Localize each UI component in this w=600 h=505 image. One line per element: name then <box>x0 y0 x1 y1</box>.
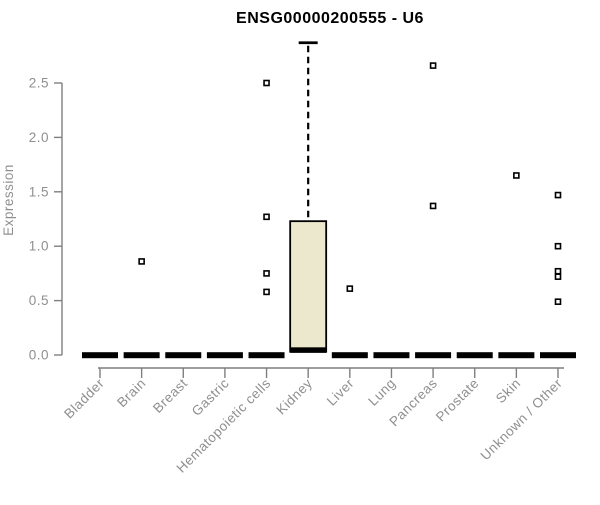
outlier-point <box>263 213 270 221</box>
flat-box <box>373 352 410 359</box>
outlier-point <box>138 258 145 265</box>
y-tick-label: 1.0 <box>29 239 49 254</box>
outlier-point <box>554 242 562 250</box>
outlier-point <box>554 298 562 305</box>
y-tick-label: 1.5 <box>29 184 49 199</box>
flat-box <box>248 352 285 359</box>
y-tick-label: 2.5 <box>29 76 49 91</box>
y-axis-label: Expression <box>1 164 16 236</box>
x-tick-label: Brain <box>114 376 149 411</box>
flat-box <box>82 352 118 359</box>
x-tick-label: Skin <box>493 376 524 407</box>
x-tick-label: Bladder <box>61 376 107 422</box>
y-tick-label: 2.0 <box>29 130 49 145</box>
outlier-point <box>429 202 437 210</box>
flat-box <box>456 352 493 359</box>
flat-box <box>498 352 535 359</box>
x-tick-label: Kidney <box>273 376 315 418</box>
outlier-point <box>346 285 354 292</box>
x-tick-label: Prostate <box>433 376 482 425</box>
median-line <box>290 347 327 353</box>
outlier-point <box>513 172 520 179</box>
outlier-point <box>554 267 562 275</box>
box <box>289 220 328 353</box>
outlier-point <box>554 191 562 199</box>
flat-box <box>415 352 452 359</box>
x-tick-label: Unknown / Other <box>478 376 566 464</box>
outlier-point <box>263 270 270 277</box>
outlier-point <box>429 62 437 69</box>
flat-box <box>206 352 243 359</box>
x-tick-label: Lung <box>365 376 398 409</box>
x-tick-label: Breast <box>150 376 190 416</box>
outlier-point <box>263 79 270 87</box>
chart-title: ENSG00000200555 - U6 <box>236 10 424 27</box>
outlier-point <box>554 273 562 280</box>
outlier-point <box>263 288 270 296</box>
y-tick-label: 0.5 <box>29 293 49 308</box>
flat-box <box>539 352 576 359</box>
flat-box <box>165 352 202 359</box>
y-tick-label: 0.0 <box>29 348 49 363</box>
flat-box <box>123 352 160 359</box>
x-tick-label: Liver <box>324 376 357 409</box>
flat-box <box>331 352 368 359</box>
